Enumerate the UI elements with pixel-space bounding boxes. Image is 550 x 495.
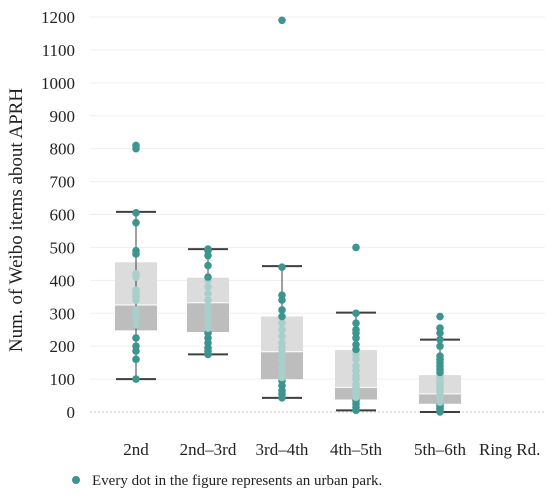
park-dot — [278, 325, 286, 334]
park-dot — [204, 289, 212, 298]
park-dot — [278, 306, 286, 314]
y-tick-label: 1200 — [41, 8, 75, 27]
park-dot — [132, 320, 140, 329]
y-tick-label: 800 — [50, 140, 76, 159]
y-tick-label: 600 — [50, 206, 76, 225]
park-dot — [132, 342, 140, 350]
x-tick-label: 2nd — [123, 440, 149, 459]
park-dot — [278, 319, 286, 327]
park-dot — [436, 324, 444, 332]
y-tick-label: 0 — [67, 403, 76, 422]
box-layer — [115, 210, 461, 413]
park-dot — [278, 263, 286, 271]
y-tick-label: 900 — [50, 107, 76, 126]
park-dot — [204, 302, 212, 311]
park-dot — [352, 362, 360, 370]
park-dot — [132, 306, 140, 314]
park-dot — [204, 261, 212, 270]
y-tick-label: 1100 — [42, 41, 75, 60]
park-dot — [204, 273, 212, 281]
park-dot — [278, 291, 286, 299]
park-dot — [278, 312, 286, 321]
park-dot — [204, 309, 212, 318]
dot-layer — [132, 16, 444, 416]
y-tick-label: 700 — [50, 173, 76, 192]
park-dot — [132, 209, 140, 217]
park-dot — [352, 243, 360, 252]
park-dot — [352, 309, 360, 318]
park-dot — [132, 218, 140, 227]
park-dot — [352, 319, 360, 327]
x-tick-label: 3rd–4th — [256, 440, 309, 459]
park-dot — [132, 334, 140, 342]
park-dot — [132, 286, 140, 295]
park-dot — [132, 141, 140, 150]
x-tick-label: 4th–5th — [330, 440, 382, 459]
park-dot — [436, 342, 444, 350]
park-dot — [278, 16, 286, 25]
park-dot — [352, 325, 360, 334]
grid-lines — [90, 16, 545, 413]
park-dot — [132, 375, 140, 383]
y-axis-title: Num. of Weibo items about APRH — [6, 88, 27, 352]
park-dot — [352, 340, 360, 349]
park-dot — [132, 269, 140, 278]
park-dot — [132, 355, 140, 364]
park-dot — [436, 335, 444, 344]
y-tick-label: 1000 — [41, 74, 75, 93]
y-tick-label: 300 — [50, 304, 76, 323]
legend-dot — [72, 476, 80, 484]
park-dot — [204, 283, 212, 291]
x-axis-ticks: 2nd 2nd–3rd 3rd–4th 4th–5th 5th–6th — [123, 440, 466, 459]
y-axis-ticks: 0 100 200 300 400 500 600 700 800 900 1000 1100 1200 — [41, 8, 75, 422]
park-dot — [278, 339, 286, 347]
y-tick-label: 500 — [50, 238, 76, 257]
park-dot — [436, 312, 444, 321]
x-tick-label: 2nd–3rd — [180, 440, 237, 459]
legend-text: Every dot in the figure represents an ur… — [92, 473, 382, 489]
park-dot — [204, 245, 212, 253]
y-tick-label: 200 — [50, 337, 76, 356]
y-tick-label: 100 — [50, 370, 76, 389]
park-dot — [204, 296, 212, 304]
park-dot — [436, 352, 444, 360]
legend: Every dot in the figure represents an ur… — [72, 473, 382, 489]
park-dot — [132, 246, 140, 255]
park-dot — [278, 332, 286, 341]
y-tick-label: 400 — [50, 271, 76, 290]
park-dot — [278, 363, 286, 372]
x-tick-label: 5th–6th — [414, 440, 466, 459]
x-axis-suffix-label: Ring Rd. — [479, 440, 540, 459]
